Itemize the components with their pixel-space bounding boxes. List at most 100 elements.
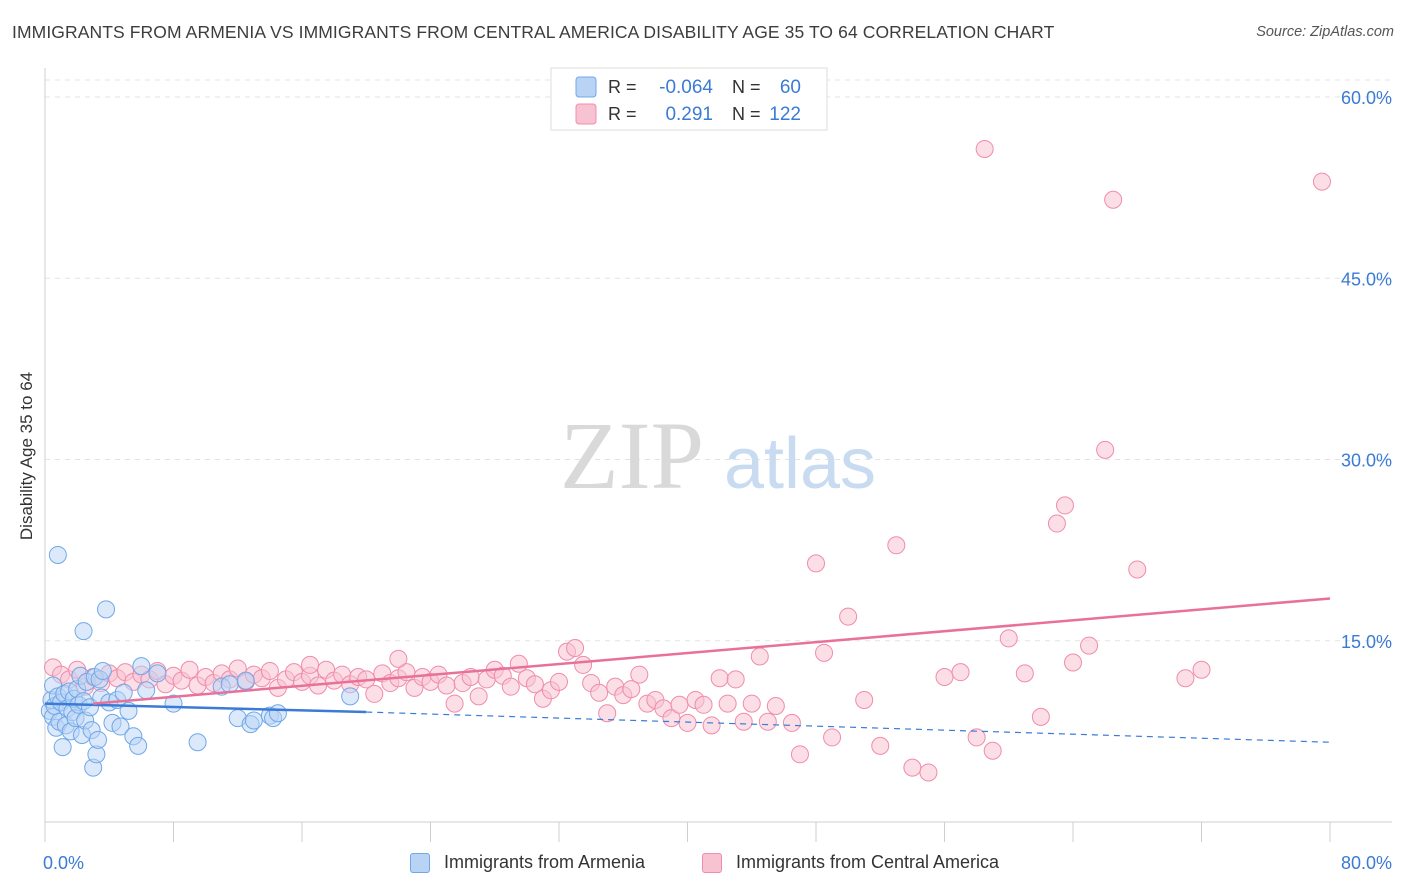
point-armenia — [220, 675, 239, 694]
legend-item-armenia[interactable]: Immigrants from Armenia — [410, 852, 645, 873]
legend-inset-central-america-r-label: R = — [608, 104, 637, 124]
point-central-america — [967, 728, 986, 747]
y-tick-labels: 15.0% 30.0% 45.0% 60.0% — [1341, 88, 1392, 652]
point-central-america — [1176, 669, 1195, 688]
point-central-america — [935, 668, 954, 686]
point-central-america — [501, 677, 520, 696]
point-central-america — [782, 713, 801, 732]
point-central-america — [1312, 172, 1331, 191]
point-central-america — [574, 655, 593, 674]
source-label: Source: ZipAtlas.com — [1256, 24, 1394, 40]
point-central-america — [815, 643, 834, 662]
legend-inset-armenia-swatch — [575, 76, 597, 98]
point-central-america — [566, 639, 585, 657]
point-central-america — [622, 680, 641, 699]
trend-central-america — [93, 597, 1331, 705]
point-central-america — [742, 694, 761, 713]
legend-inset-armenia-n-label: N = — [732, 77, 761, 97]
point-central-america — [903, 758, 922, 777]
point-central-america — [718, 694, 737, 713]
y-tick-label: 60.0% — [1341, 88, 1392, 108]
point-armenia — [111, 717, 130, 736]
trend-armenia-dashed — [366, 711, 1331, 743]
point-armenia — [93, 661, 112, 680]
point-central-america — [871, 736, 890, 755]
point-central-america — [630, 665, 649, 684]
legend-inset-central-america-swatch — [575, 103, 597, 125]
legend-inset-central-america-r-value: 0.291 — [665, 104, 713, 125]
trend-armenia — [44, 702, 367, 714]
point-central-america — [983, 741, 1002, 760]
point-central-america — [919, 763, 938, 782]
point-armenia — [188, 733, 207, 752]
point-armenia — [53, 738, 72, 757]
point-armenia — [89, 730, 108, 749]
point-armenia — [244, 711, 263, 730]
point-central-america — [1080, 636, 1099, 655]
point-central-america — [670, 695, 689, 714]
point-central-america — [710, 669, 729, 688]
point-central-america — [445, 694, 464, 713]
point-central-america — [678, 713, 697, 732]
legend-inset-armenia-r-value: -0.064 — [659, 77, 713, 98]
point-central-america — [550, 672, 568, 691]
point-central-america — [389, 649, 408, 668]
y-tick-label: 30.0% — [1341, 451, 1392, 471]
point-armenia — [48, 545, 67, 564]
legend-label-armenia: Immigrants from Armenia — [444, 852, 646, 872]
point-central-america — [1031, 707, 1050, 726]
point-armenia — [97, 600, 116, 619]
legend-label-central-america: Immigrants from Central America — [736, 852, 1000, 872]
point-central-america — [823, 728, 842, 747]
legend-inset: R = -0.064 N = 60 R = 0.291 N = 122 — [550, 67, 828, 131]
point-armenia — [114, 683, 133, 702]
point-armenia — [74, 622, 93, 641]
legend-inset-box — [550, 67, 828, 131]
point-central-america — [951, 663, 970, 682]
chart-title: IMMIGRANTS FROM ARMENIA VS IMMIGRANTS FR… — [12, 22, 1055, 42]
legend: Immigrants from Armenia Immigrants from … — [0, 852, 1406, 878]
y-axis-label: Disability Age 35 to 64 — [17, 372, 36, 540]
x-tick-label-min: 0.0% — [43, 853, 84, 873]
point-armenia — [268, 704, 287, 723]
legend-item-central-america[interactable]: Immigrants from Central America — [702, 852, 999, 873]
point-armenia — [132, 657, 151, 676]
y-tick-label: 15.0% — [1341, 632, 1392, 652]
point-central-america — [365, 684, 384, 703]
point-central-america — [260, 661, 279, 680]
point-central-america — [525, 675, 544, 694]
point-central-america — [975, 139, 994, 158]
point-central-america — [790, 745, 809, 764]
y-tick-label: 45.0% — [1341, 269, 1392, 289]
point-central-america — [839, 607, 858, 626]
watermark-atlas: atlas — [724, 424, 876, 504]
point-central-america — [1104, 190, 1123, 209]
point-central-america — [1055, 496, 1074, 515]
point-central-america — [469, 687, 488, 706]
point-central-america — [1047, 514, 1066, 533]
point-armenia — [341, 687, 360, 706]
point-central-america — [766, 697, 785, 715]
point-central-america — [1192, 660, 1211, 679]
point-central-america — [702, 716, 721, 735]
point-armenia — [137, 681, 156, 700]
point-central-america — [437, 676, 456, 695]
legend-inset-central-america-n-label: N = — [732, 104, 761, 124]
point-central-america — [694, 695, 713, 714]
watermark-zip: ZIP — [560, 402, 704, 509]
point-central-america — [726, 670, 745, 689]
point-central-america — [734, 712, 753, 731]
point-central-america — [180, 660, 199, 679]
legend-swatch-central-america — [702, 852, 722, 873]
legend-inset-armenia-n-value: 60 — [780, 77, 801, 98]
point-central-america — [590, 683, 609, 702]
point-central-america — [598, 704, 617, 723]
point-central-america — [807, 554, 825, 573]
point-central-america — [1064, 653, 1082, 672]
point-central-america — [999, 629, 1018, 648]
point-central-america — [855, 690, 874, 709]
point-central-america — [750, 647, 769, 666]
x-tick-labels: 0.0% 80.0% — [43, 853, 1392, 873]
point-central-america — [758, 712, 777, 731]
